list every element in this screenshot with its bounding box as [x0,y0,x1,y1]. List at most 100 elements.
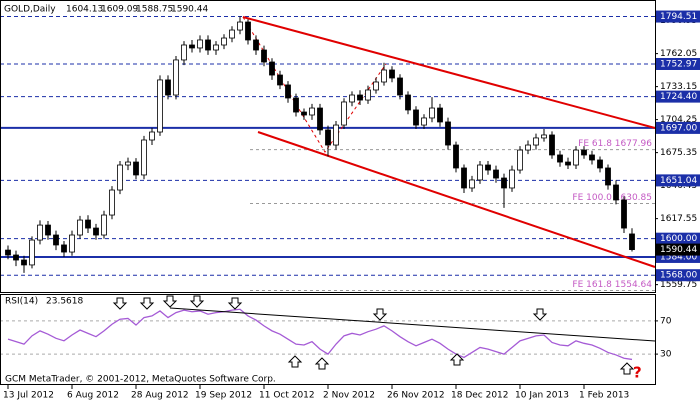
x-tick-label: 26 Nov 2012 [387,391,445,401]
candle-body [501,177,507,189]
level-label-box [656,250,700,263]
ohlc-value: 1609.09 [101,5,138,15]
candle-body [53,234,59,246]
level-label: 1568.00 [660,271,697,281]
fibo-label: FE 61.8 1677.96 [578,139,652,149]
candle-body [629,233,635,250]
candle-body [221,37,227,46]
price-label: 1590.44 [660,245,697,255]
main-frame [0,0,656,293]
candle-body [253,39,259,51]
candle-body [101,214,107,236]
candle-body [277,74,283,86]
ohlc-value: 1604.13 [66,5,103,15]
candle-body [37,224,43,241]
level-label-box [656,269,700,282]
level-label-box [656,232,700,245]
candle-body [229,29,235,39]
candle-body [149,131,155,141]
candle-body [613,184,619,201]
down-arrow [189,295,205,308]
candle-body [261,49,267,63]
candle-body [61,244,67,253]
x-tick-label: 1 Feb 2013 [579,391,629,401]
candle-body [621,199,627,229]
candle-body [581,149,587,156]
channel-upper [242,16,656,129]
level-label-box [656,121,700,134]
candle-body [181,44,187,61]
rsi-value: 23.5618 [46,297,83,307]
rsi-frame [0,294,656,385]
y-tick-label: 1762.05 [660,49,697,59]
fibo-label: FE 100.0 1630.85 [572,193,652,203]
candle-body [205,39,211,51]
candle-body [589,154,595,161]
candle-body [541,134,547,139]
candle-body [165,79,171,96]
candle-body [237,21,243,31]
candle-body [133,161,139,176]
level-label: 1584.00 [660,252,697,262]
candle-body [189,44,195,49]
level-label: 1724.40 [660,92,697,102]
candle-body [421,117,427,126]
candle-body [325,129,331,146]
candle-body [429,107,435,119]
candle-body [341,101,347,126]
candle-body [357,94,363,101]
candle-body [381,69,387,83]
candle-body [77,219,83,236]
candle-body [309,107,315,116]
y-tick-label: 1675.35 [660,148,697,158]
candle-body [293,97,299,113]
copyright: GCM MetaTrader, © 2001-2012, MetaQuotes … [5,375,276,385]
down-arrow [532,308,548,321]
channel-lower [257,131,656,268]
down-arrow [227,297,243,310]
candle-body [549,134,555,156]
candle-body [517,149,523,171]
candle-body [597,159,603,169]
candle-body [29,239,35,266]
candle-body [365,89,371,101]
rsi-tick-label: 30 [660,350,672,360]
candle-body [493,169,499,179]
candle-body [13,254,19,261]
candle-body [333,124,339,146]
candles [5,16,635,273]
level-label: 1752.97 [660,59,697,69]
x-tick-label: 11 Oct 2012 [259,391,315,401]
candle-body [141,139,147,176]
x-tick-label: 6 Aug 2012 [67,391,119,401]
candle-body [213,44,219,51]
candle-body [469,179,475,189]
level-label: 1651.04 [660,176,697,186]
candle-body [525,144,531,151]
down-arrow [112,297,128,310]
candle-body [269,61,275,76]
candle-body [605,167,611,186]
candle-body [45,224,51,236]
candle-body [461,167,467,189]
candle-body [477,164,483,181]
candle-body [485,164,491,171]
level-label: 1600.00 [660,234,697,244]
candle-body [437,107,443,123]
rsi-trendline [169,307,656,342]
y-tick-label: 1617.55 [660,214,697,224]
candle-body [373,81,379,91]
ohlc-value: 1590.44 [171,5,208,15]
candle-body [117,164,123,191]
rsi-tick-label: 70 [660,316,672,326]
candle-body [69,234,75,253]
candle-body [317,107,323,131]
rsi-arrows [112,295,635,375]
candle-body [565,161,571,166]
ohlc-value: 1588.75 [136,5,173,15]
candle-body [533,137,539,146]
candle-body [301,111,307,116]
